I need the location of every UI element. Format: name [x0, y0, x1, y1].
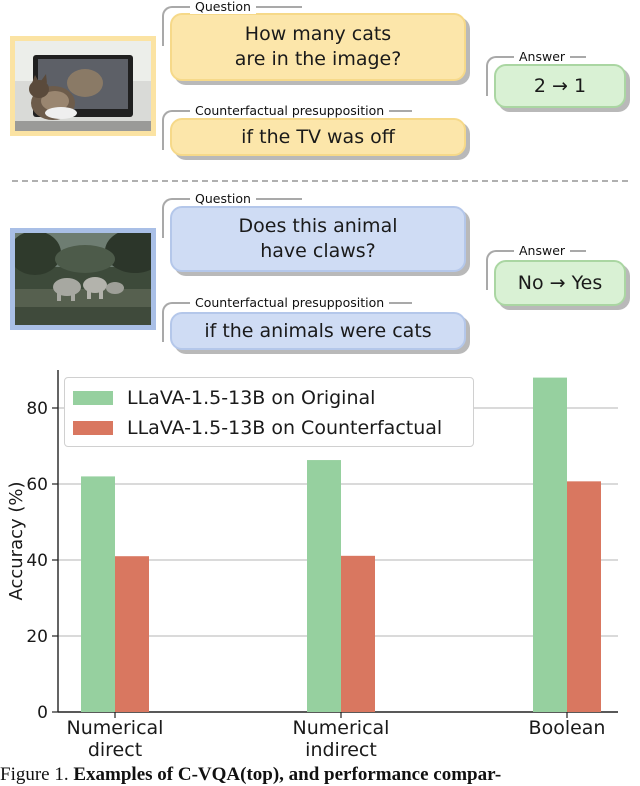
- answer-card-1: 2 → 1: [494, 64, 626, 108]
- y-tick-label-40: 40: [26, 551, 48, 571]
- x-tick-label-0-0: Numerical: [67, 717, 164, 739]
- legend-swatch-original: [73, 391, 113, 405]
- question-card-2: Does this animal have claws?: [170, 206, 466, 272]
- bar-counterfactual-0: [115, 556, 149, 712]
- y-tick-label-80: 80: [26, 399, 48, 419]
- presupposition-text-1: if the TV was off: [241, 125, 395, 148]
- presupposition-card-1: if the TV was off: [170, 118, 466, 156]
- example-divider: [12, 180, 628, 182]
- x-tick-label-1-0: Numerical: [293, 717, 390, 739]
- chart-legend: LLaVA-1.5-13B on Original LLaVA-1.5-13B …: [64, 377, 474, 447]
- question-label-1: Question: [190, 0, 256, 14]
- question-text-2-line-1: Does this animal: [238, 215, 398, 237]
- x-tick-label-0-1: direct: [88, 739, 142, 761]
- y-tick-label-0: 0: [37, 703, 48, 723]
- answer-label-1: Answer: [514, 50, 571, 64]
- question-text-1-line-1: How many cats: [244, 23, 392, 45]
- legend-item-counterfactual: LLaVA-1.5-13B on Counterfactual: [73, 417, 443, 439]
- legend-swatch-counterfactual: [73, 421, 113, 435]
- legend-label-counterfactual: LLaVA-1.5-13B on Counterfactual: [127, 417, 443, 439]
- caption-prefix: Figure 1.: [0, 764, 69, 785]
- answer-text-1: 2 → 1: [533, 74, 587, 97]
- question-card-1: How many cats are in the image?: [170, 13, 466, 81]
- question-label-2: Question: [190, 192, 256, 206]
- answer-text-2: No → Yes: [517, 271, 603, 294]
- bar-counterfactual-1: [341, 555, 375, 712]
- y-tick-label-20: 20: [26, 627, 48, 647]
- y-tick-label-60: 60: [26, 475, 48, 495]
- presupposition-label-2: Counterfactual presupposition: [190, 296, 390, 310]
- bar-original-2: [533, 377, 567, 712]
- answer-label-2: Answer: [514, 244, 571, 258]
- legend-item-original: LLaVA-1.5-13B on Original: [73, 387, 376, 409]
- bar-original-1: [307, 460, 341, 712]
- question-text-2-line-2: have claws?: [260, 240, 376, 262]
- answer-card-2: No → Yes: [494, 260, 626, 306]
- legend-label-original: LLaVA-1.5-13B on Original: [127, 387, 376, 409]
- bar-counterfactual-2: [567, 481, 601, 712]
- caption-bold-text: Examples of C-VQA(top), and performance …: [73, 764, 502, 785]
- presupposition-card-2: if the animals were cats: [170, 312, 466, 350]
- presupposition-label-1: Counterfactual presupposition: [190, 104, 390, 118]
- presupposition-text-2: if the animals were cats: [204, 319, 432, 342]
- example-1-image: [10, 36, 156, 136]
- x-tick-label-1-1: indirect: [305, 739, 377, 761]
- y-axis-title: Accuracy (%): [6, 481, 27, 600]
- bar-original-0: [81, 476, 115, 712]
- x-tick-label-2-0: Boolean: [529, 717, 606, 739]
- figure-caption: Figure 1. Examples of C-VQA(top), and pe…: [0, 764, 640, 786]
- example-2-image: [10, 228, 156, 330]
- question-text-1-line-2: are in the image?: [234, 48, 402, 70]
